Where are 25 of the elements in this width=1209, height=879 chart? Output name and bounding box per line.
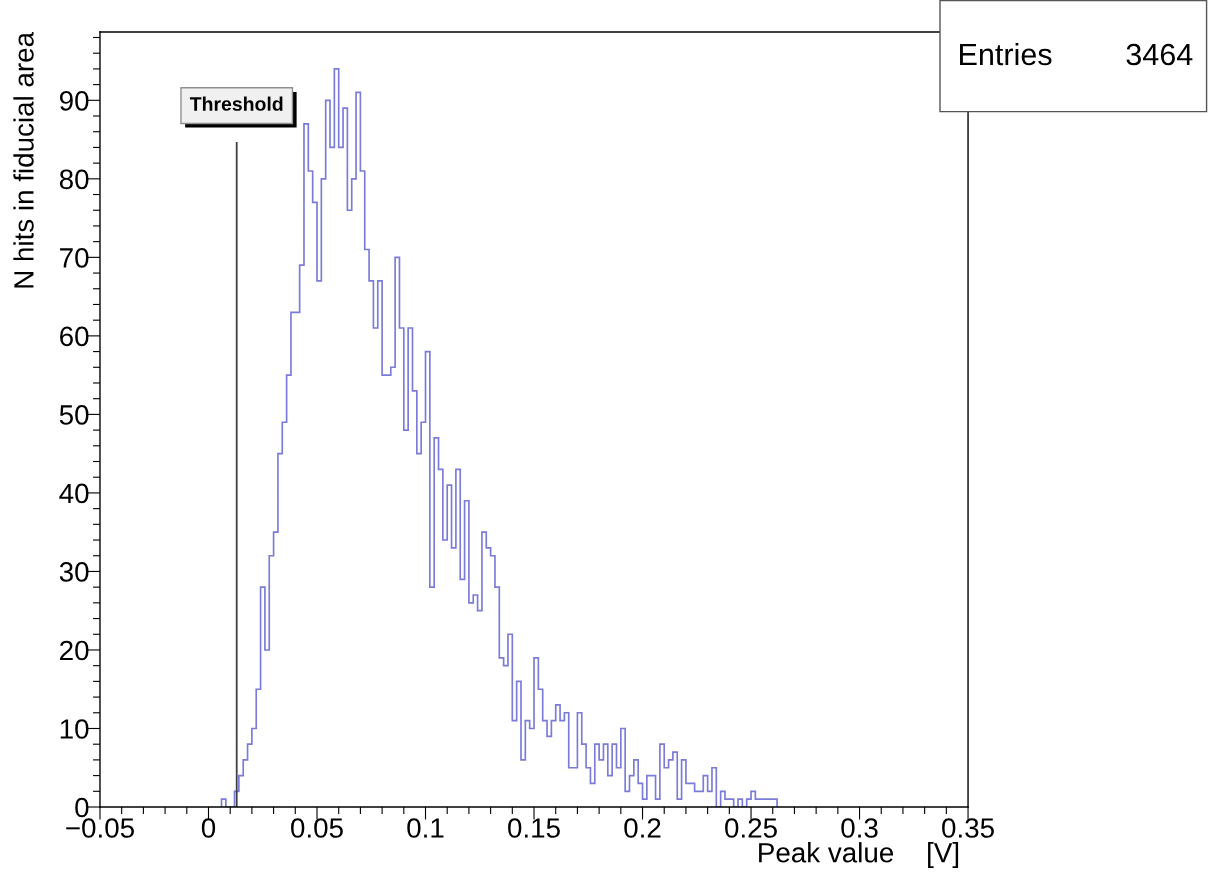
x-tick-label: 0 [201,818,216,838]
x-tick-label: 0.1 [407,818,444,838]
y-tick-label: 70 [60,248,89,268]
y-axis-title: N hits in fiducial area [13,31,34,288]
x-tick-label: 0.05 [291,818,343,838]
y-tick-label: 60 [60,326,89,347]
y-tick-label: 80 [59,169,89,190]
ref-line-label: Threshold [189,96,283,111]
y-tick-label: 0 [75,797,89,818]
text: [V] [928,842,959,869]
x-tick-label: 0.35 [942,818,994,838]
y-tick-label: 90 [59,90,89,111]
y-tick-label: 20 [60,640,89,661]
x-tick-label: 0.25 [725,818,777,838]
y-tick-label: 10 [60,719,89,739]
y-tick-label: 50 [59,405,89,425]
annotation: Entries [960,42,1052,66]
y-tick-label: 30 [59,562,89,582]
x-axis-title: Peak value [759,842,894,863]
text: 3464 [1126,43,1193,66]
y-tick-label: 40 [59,483,89,504]
x-tick-label: 0.15 [508,818,560,838]
x-tick-label: 0.3 [841,818,878,838]
x-tick-label: −0.05 [66,818,134,838]
x-tick-label: 0.2 [624,818,661,838]
